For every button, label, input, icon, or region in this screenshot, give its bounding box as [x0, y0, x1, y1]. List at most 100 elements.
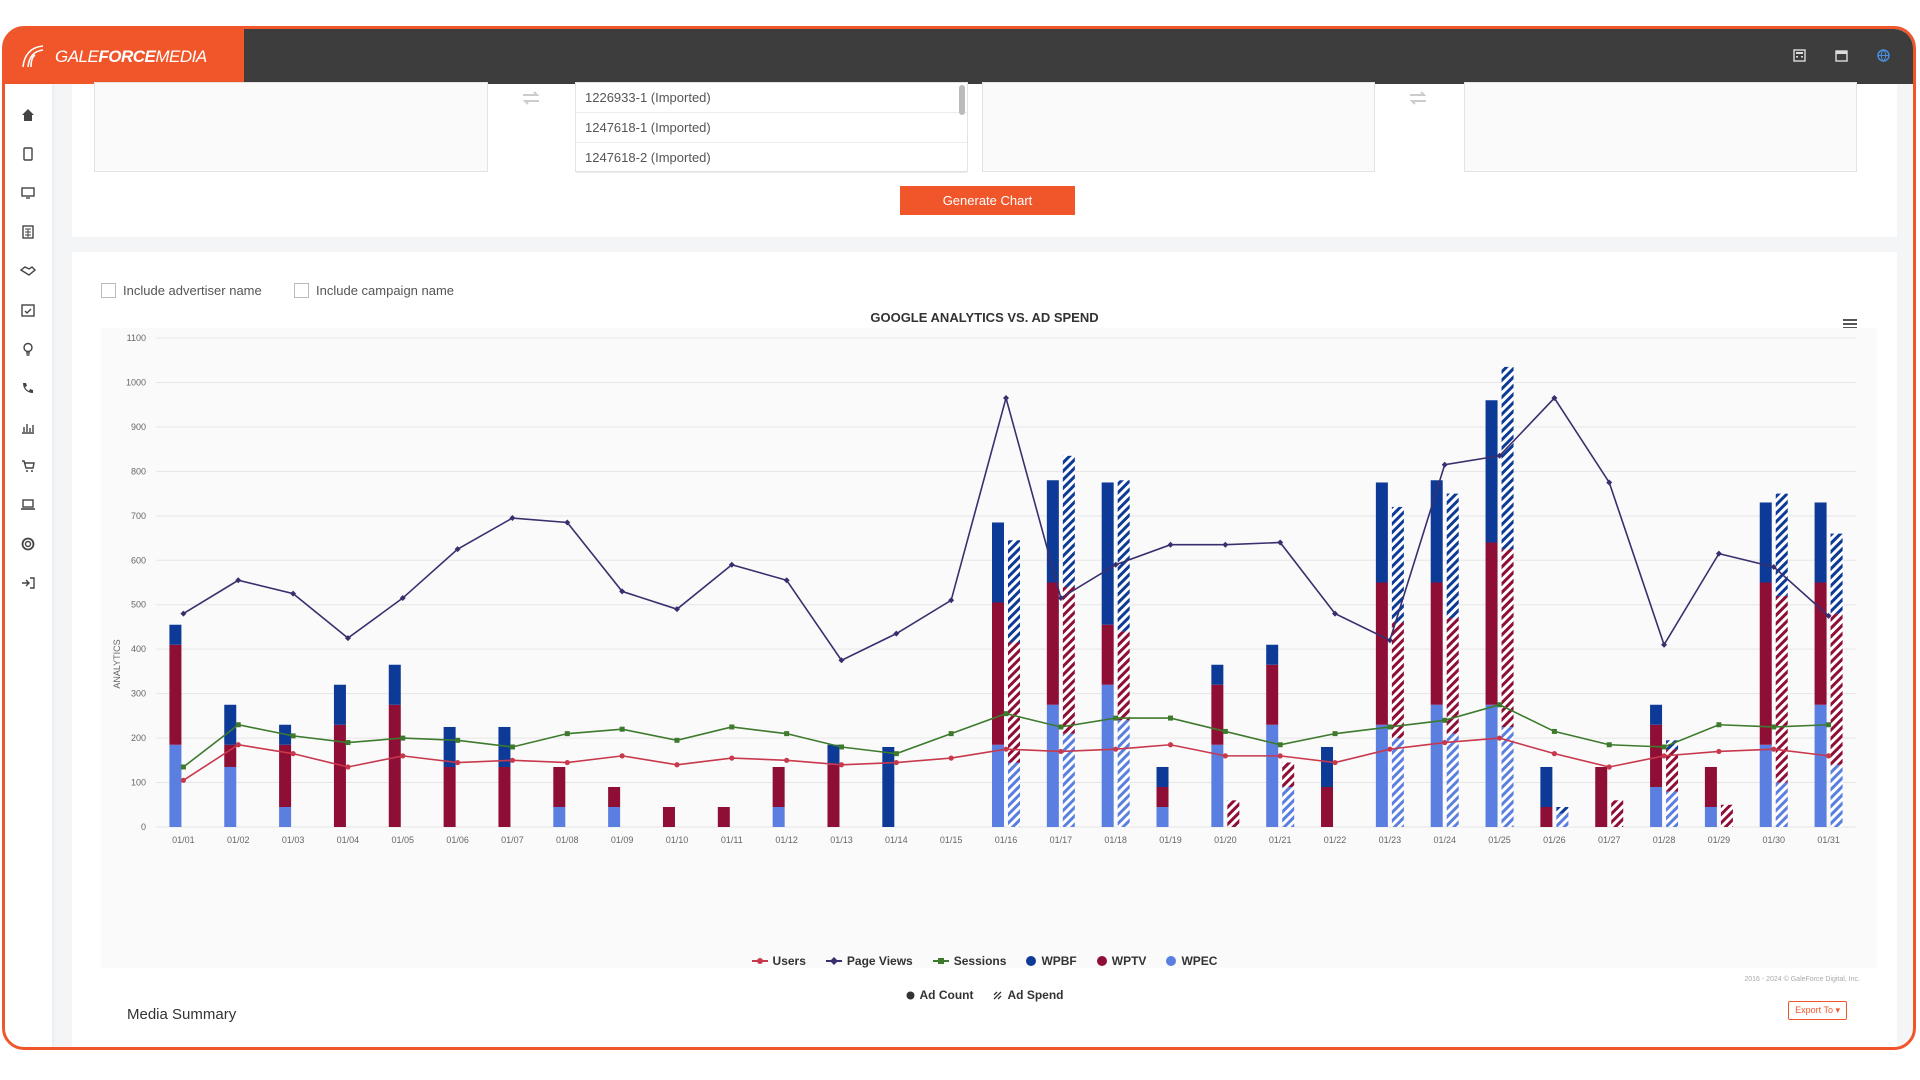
bar-adcount-wpbf[interactable]: [1759, 502, 1772, 583]
bar-adcount-wpbf[interactable]: [1211, 664, 1224, 685]
selected-stations-box[interactable]: [1464, 82, 1857, 172]
point-users[interactable]: [1332, 759, 1338, 766]
bar-adcount-wptv[interactable]: [1321, 786, 1334, 827]
point-sessions[interactable]: [345, 740, 351, 746]
legend-item-ad-count[interactable]: Ad Count: [906, 988, 973, 1002]
legend-item-ad-spend[interactable]: Ad Spend: [993, 988, 1063, 1002]
bar-adspend-wptv[interactable]: [1446, 618, 1459, 734]
list-item[interactable]: 1226933-1 (Imported): [576, 83, 967, 113]
point-page-views[interactable]: [838, 657, 845, 664]
point-users[interactable]: [1825, 753, 1832, 759]
point-sessions[interactable]: [509, 744, 515, 750]
bar-adspend-wpec[interactable]: [1556, 813, 1569, 827]
bar-adcount-wpbf[interactable]: [1430, 480, 1443, 583]
bar-adspend-wptv[interactable]: [1008, 642, 1020, 763]
bar-adcount-wpbf[interactable]: [1485, 400, 1498, 543]
bar-adcount-wptv[interactable]: [717, 806, 730, 827]
point-page-views[interactable]: [1386, 637, 1393, 644]
list-scrollbar[interactable]: [959, 85, 965, 115]
bar-adcount-wptv[interactable]: [772, 766, 785, 807]
point-page-views[interactable]: [1715, 550, 1722, 557]
point-users[interactable]: [1058, 748, 1064, 755]
bar-adcount-wptv[interactable]: [1156, 786, 1169, 807]
bar-adcount-wpbf[interactable]: [827, 744, 840, 765]
bar-adspend-wptv[interactable]: [1720, 804, 1733, 827]
phone-icon[interactable]: [17, 377, 39, 399]
point-page-views[interactable]: [454, 546, 461, 553]
point-page-views[interactable]: [1167, 541, 1174, 548]
bar-adcount-wptv[interactable]: [1595, 766, 1608, 827]
bar-adspend-wptv[interactable]: [1501, 549, 1514, 727]
point-sessions[interactable]: [619, 726, 625, 732]
bar-adcount-wptv[interactable]: [1211, 684, 1224, 745]
bar-adcount-wptv[interactable]: [1101, 624, 1114, 685]
bar-adcount-wptv[interactable]: [1759, 582, 1772, 745]
bar-adcount-wptv[interactable]: [333, 724, 346, 827]
point-page-views[interactable]: [1003, 395, 1009, 402]
point-users[interactable]: [180, 777, 187, 783]
point-users[interactable]: [619, 753, 625, 759]
bar-adcount-wptv[interactable]: [1814, 582, 1827, 705]
available-advertisers-box[interactable]: [94, 82, 488, 172]
bar-adcount-wpec[interactable]: [992, 744, 1004, 827]
point-page-views[interactable]: [1112, 561, 1119, 568]
bar-adcount-wpbf[interactable]: [224, 704, 237, 745]
point-page-views[interactable]: [948, 597, 955, 604]
point-users[interactable]: [1661, 753, 1667, 759]
point-sessions[interactable]: [948, 731, 954, 737]
transfer-arrows-icon[interactable]: [521, 91, 541, 105]
point-users[interactable]: [784, 757, 790, 763]
bar-adspend-wpec[interactable]: [1282, 786, 1295, 827]
point-sessions[interactable]: [455, 737, 461, 743]
bar-adcount-wpec[interactable]: [608, 806, 621, 827]
bar-adspend-wptv[interactable]: [1117, 631, 1130, 721]
bar-adcount-wpbf[interactable]: [1540, 766, 1553, 807]
point-sessions[interactable]: [180, 764, 186, 770]
point-page-views[interactable]: [344, 635, 351, 642]
point-sessions[interactable]: [235, 722, 241, 728]
point-page-views[interactable]: [783, 577, 790, 584]
legend-item-wpbf[interactable]: WPBF: [1026, 954, 1077, 968]
point-page-views[interactable]: [893, 630, 900, 637]
point-users[interactable]: [509, 757, 516, 763]
include-campaign-checkbox[interactable]: [294, 283, 309, 298]
point-page-views[interactable]: [1441, 461, 1448, 468]
bar-adspend-wptv[interactable]: [1391, 622, 1404, 739]
bar-adspend-wptv[interactable]: [1062, 586, 1075, 734]
bar-adspend-wptv[interactable]: [1282, 762, 1295, 787]
bar-adspend-wpbf[interactable]: [1117, 480, 1130, 632]
bar-adcount-wpec[interactable]: [1814, 704, 1827, 827]
lifebuoy-icon[interactable]: [17, 533, 39, 555]
laptop-icon[interactable]: [17, 494, 39, 516]
bar-adcount-wpbf[interactable]: [388, 664, 401, 705]
bar-adcount-wpec[interactable]: [224, 766, 237, 827]
list-item[interactable]: 1247618-2 (Imported): [576, 143, 967, 173]
point-sessions[interactable]: [1222, 728, 1228, 734]
point-sessions[interactable]: [1332, 731, 1338, 737]
point-users[interactable]: [1003, 746, 1009, 752]
tablet-icon[interactable]: [17, 143, 39, 165]
point-sessions[interactable]: [838, 744, 844, 750]
bar-adcount-wpec[interactable]: [169, 744, 182, 827]
bar-adspend-wpec[interactable]: [1501, 726, 1514, 827]
bar-adcount-wpec[interactable]: [1046, 704, 1059, 827]
point-sessions[interactable]: [1497, 702, 1503, 708]
bar-adspend-wpbf[interactable]: [1830, 533, 1843, 614]
bar-adcount-wpbf[interactable]: [1650, 704, 1663, 725]
bar-adcount-wptv[interactable]: [1046, 582, 1059, 705]
point-page-views[interactable]: [1606, 479, 1613, 486]
lightbulb-icon[interactable]: [17, 338, 39, 360]
bar-adcount-wpec[interactable]: [772, 806, 785, 827]
bar-adcount-wpec[interactable]: [1759, 744, 1772, 827]
point-sessions[interactable]: [1716, 722, 1722, 728]
legend-item-page-views[interactable]: Page Views: [825, 954, 913, 968]
bar-adspend-wpbf[interactable]: [1775, 493, 1788, 596]
bar-adcount-wptv[interactable]: [1650, 724, 1663, 787]
point-page-views[interactable]: [564, 519, 571, 526]
bar-adspend-wptv[interactable]: [1830, 613, 1843, 765]
cart-icon[interactable]: [17, 455, 39, 477]
bar-adcount-wpbf[interactable]: [992, 522, 1004, 603]
point-page-views[interactable]: [1057, 595, 1064, 602]
bar-adspend-wpec[interactable]: [1446, 733, 1459, 827]
point-sessions[interactable]: [1606, 742, 1612, 748]
